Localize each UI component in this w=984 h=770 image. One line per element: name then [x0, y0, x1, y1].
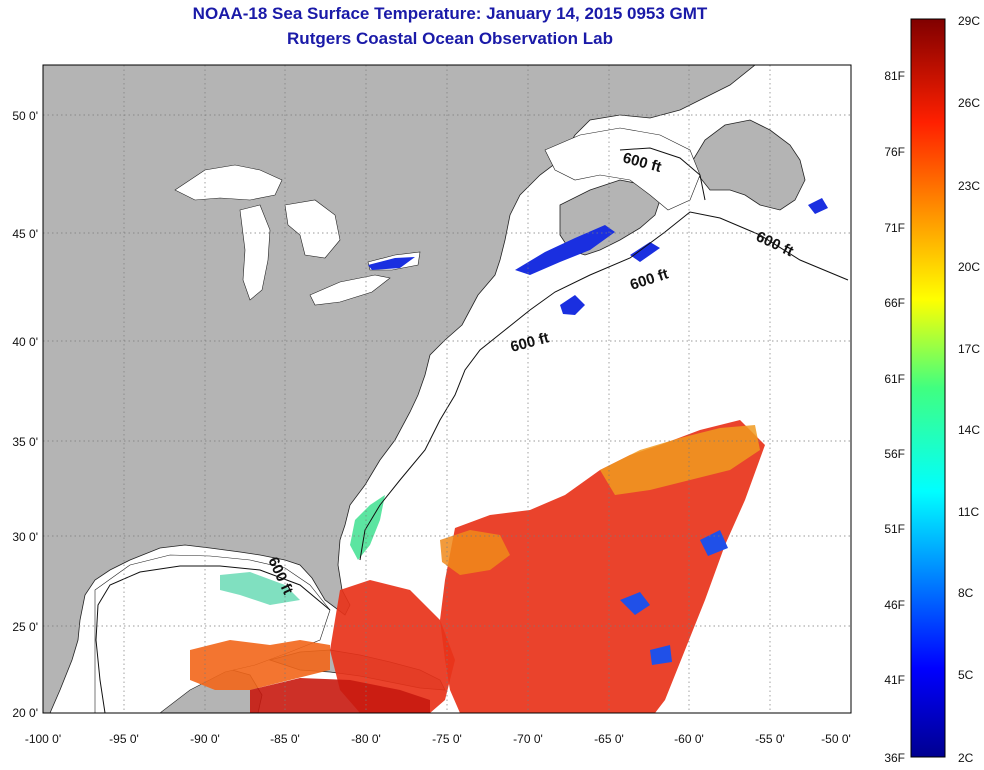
great-lake-superior [174, 164, 283, 201]
colorbar-c-label: 26C [958, 96, 980, 110]
latitude-axis: 50 0' 45 0' 40 0' 35 0' 30 0' 25 0' 20 0… [12, 109, 38, 720]
contour-600ft [359, 211, 849, 561]
colorbar-c-label: 20C [958, 260, 980, 274]
lon-tick-label: -80 0' [351, 732, 381, 746]
colorbar-f-label: 61F [884, 372, 905, 386]
land-newfoundland [689, 119, 806, 211]
sst-cold-georges [560, 295, 585, 315]
contour-600ft-labrador [619, 147, 706, 201]
sst-cold-gulf-maine [515, 225, 615, 275]
sst-warm-gulf-south [190, 640, 330, 690]
lon-tick-label: -95 0' [109, 732, 139, 746]
colorbar: 81F 76F 71F 66F 61F 56F 51F 46F 41F 36F … [884, 14, 980, 765]
colorbar-c-label: 2C [958, 751, 974, 765]
sst-coastal-gulf [220, 572, 300, 605]
lon-tick-label: -85 0' [270, 732, 300, 746]
sst-cold-scotian [630, 242, 660, 262]
sst-warm-cuba-south [250, 678, 430, 713]
lat-tick-label: 25 0' [12, 620, 38, 634]
sst-orange-north-edge [600, 425, 760, 495]
contour-600ft-gulf [95, 565, 331, 713]
lat-tick-label: 35 0' [12, 435, 38, 449]
colorbar-f-label: 56F [884, 447, 905, 461]
colorbar-c-label: 5C [958, 668, 974, 682]
colorbar-f-label: 46F [884, 598, 905, 612]
sst-cold-newfoundland [808, 198, 828, 214]
grid-lines [43, 65, 851, 713]
colorbar-c-label: 29C [958, 14, 980, 28]
lat-tick-label: 45 0' [12, 227, 38, 241]
colorbar-f-label: 81F [884, 69, 905, 83]
great-lake-michigan [239, 204, 271, 301]
lon-tick-label: -90 0' [190, 732, 220, 746]
colorbar-c-label: 14C [958, 423, 980, 437]
colorbar-c-label: 17C [958, 342, 980, 356]
colorbar-c-label: 23C [958, 179, 980, 193]
sst-warm-caribbean [330, 580, 455, 713]
colorbar-f-label: 51F [884, 522, 905, 536]
colorbar-c-label: 8C [958, 586, 974, 600]
sst-warm-atlantic [440, 420, 765, 713]
lat-tick-label: 20 0' [12, 706, 38, 720]
map-title: NOAA-18 Sea Surface Temperature: January… [192, 4, 708, 23]
gulf-st-lawrence [544, 127, 701, 211]
colorbar-f-label: 66F [884, 296, 905, 310]
colorbar-gradient [910, 18, 946, 758]
lat-tick-label: 40 0' [12, 335, 38, 349]
colorbar-f-label: 76F [884, 145, 905, 159]
lon-tick-label: -70 0' [513, 732, 543, 746]
colorbar-f-label: 36F [884, 751, 905, 765]
lat-tick-label: 30 0' [12, 530, 38, 544]
great-lake-huron [284, 199, 341, 259]
lon-tick-label: -55 0' [755, 732, 785, 746]
longitude-axis: -100 0' -95 0' -90 0' -85 0' -80 0' -75 … [25, 732, 851, 746]
lon-tick-label: -100 0' [25, 732, 61, 746]
plot-frame [42, 64, 852, 714]
colorbar-f-label: 71F [884, 221, 905, 235]
sst-warm-bahamas [440, 530, 510, 575]
colorbar-f-label: 41F [884, 673, 905, 687]
map-subtitle: Rutgers Coastal Ocean Observation Lab [287, 29, 613, 48]
great-lake-erie [309, 274, 391, 306]
map-plot: 600 ft 600 ft 600 ft 600 ft 600 ft [43, 65, 851, 713]
lon-tick-label: -60 0' [674, 732, 704, 746]
lon-tick-label: -50 0' [821, 732, 851, 746]
lat-tick-label: 50 0' [12, 109, 38, 123]
lon-tick-label: -65 0' [594, 732, 624, 746]
sst-cold-atlantic-blobs [620, 530, 728, 665]
lon-tick-label: -75 0' [432, 732, 462, 746]
colorbar-c-label: 11C [958, 505, 979, 519]
sst-cold-lake-erie [368, 257, 415, 270]
